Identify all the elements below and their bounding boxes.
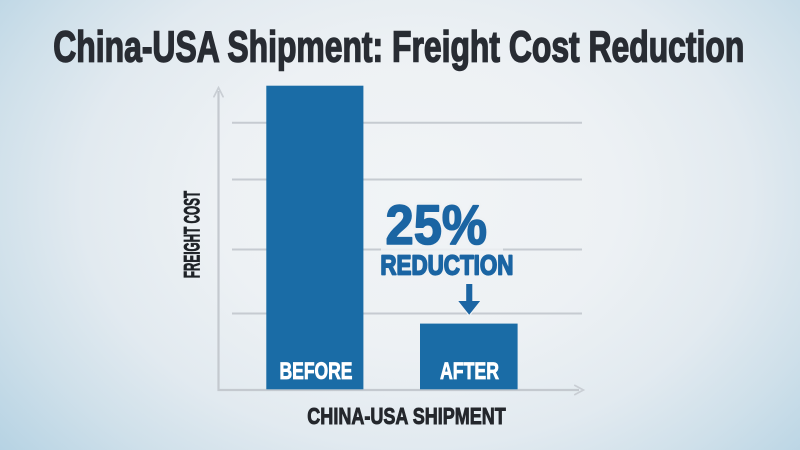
svg-text:AFTER: AFTER <box>440 358 499 385</box>
svg-text:REDUCTION: REDUCTION <box>380 249 513 280</box>
svg-text:China-USA Shipment: Freight Co: China-USA Shipment: Freight Cost Reducti… <box>53 24 744 72</box>
svg-text:FREIGHT COST: FREIGHT COST <box>180 190 205 278</box>
svg-text:25%: 25% <box>386 193 488 256</box>
svg-text:REDUCTION: REDUCTION <box>380 249 513 280</box>
svg-text:CHINA-USA SHIPMENT: CHINA-USA SHIPMENT <box>307 403 506 429</box>
svg-text:25%: 25% <box>386 193 488 256</box>
svg-text:BEFORE: BEFORE <box>280 358 353 385</box>
